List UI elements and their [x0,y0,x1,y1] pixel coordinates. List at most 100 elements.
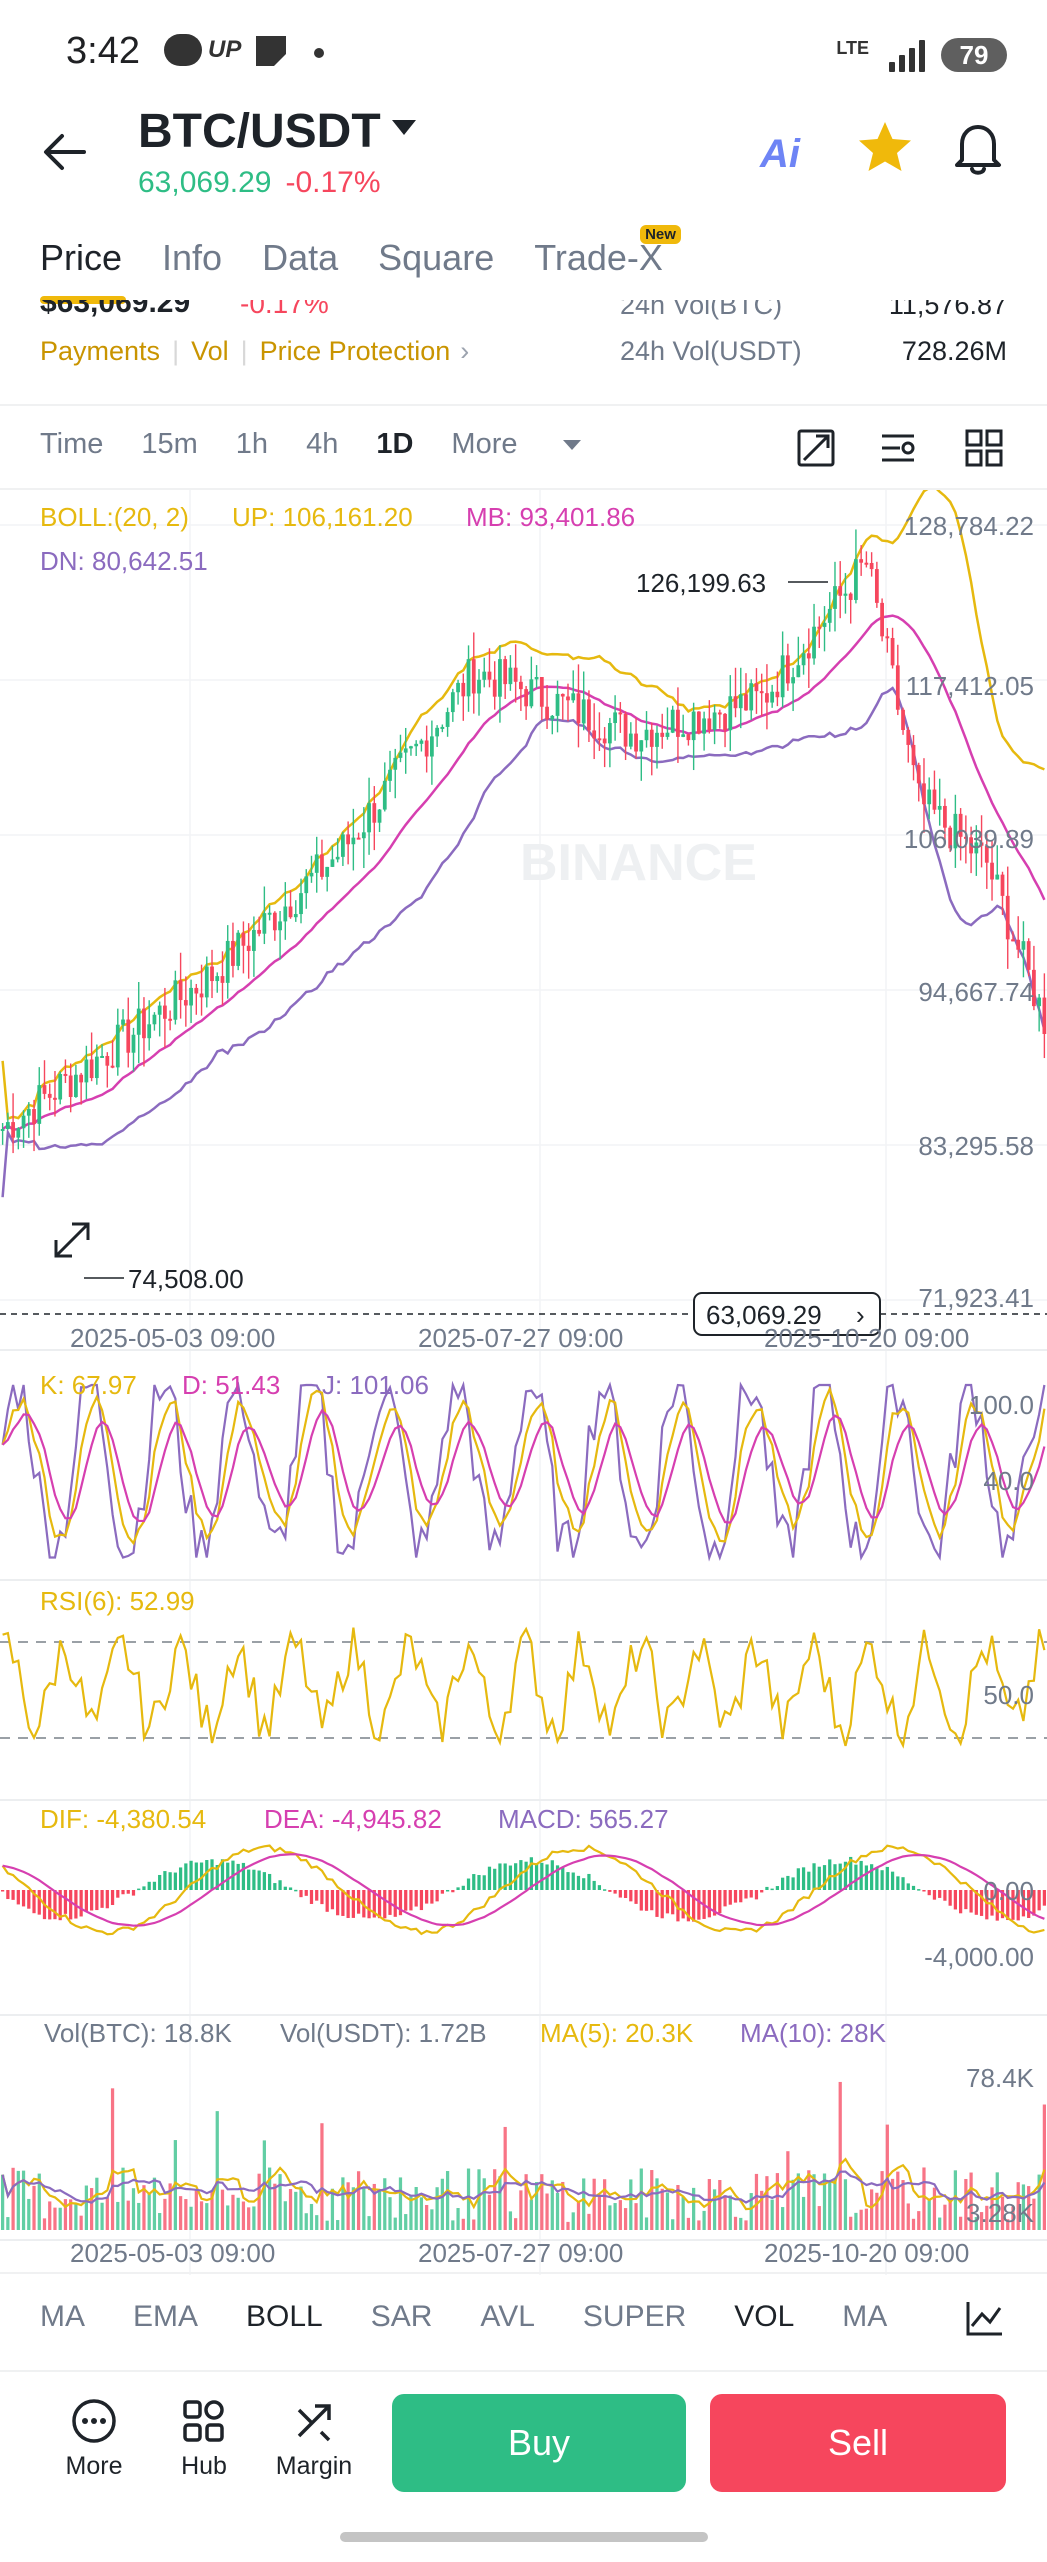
back-arrow-icon[interactable] [40,126,92,178]
sell-button[interactable]: Sell [710,2394,1006,2492]
candle [503,659,508,685]
kdj-pane [1,1380,1046,1562]
margin-button[interactable]: Margin [264,2398,364,2481]
indicator-super[interactable]: SUPER [582,2300,687,2333]
last-price-tag[interactable]: 63,069.29 › [693,1292,881,1336]
candle [356,837,361,840]
volume-bar [393,2217,397,2230]
volume-bar [990,2187,994,2230]
y-tick: 100.0 [969,1390,1034,1420]
layout-grid-icon[interactable] [964,428,1004,468]
candle [126,1019,131,1053]
macd-bar [665,1890,670,1914]
macd-bar [697,1890,701,1920]
indicator-ema[interactable]: EMA [133,2300,199,2333]
boll-mb-value: MB: 93,401.86 [466,502,635,532]
macd-bar [571,1872,575,1890]
macd-bar [351,1890,355,1918]
interval-more[interactable]: More [451,428,582,461]
indicator-ma[interactable]: MA [40,2300,85,2333]
indicator-bar: MA EMA BOLL SAR AVL SUPER VOL MA [40,2300,935,2334]
candle [288,906,293,918]
volume-bar [974,2217,978,2230]
candle [304,876,309,894]
indicator-settings-icon[interactable] [962,2296,1006,2340]
tab-data[interactable]: Data [262,237,339,278]
chart-settings-icon[interactable] [878,428,918,468]
volume-bar [362,2188,366,2230]
indicator-boll[interactable]: BOLL [246,2300,323,2333]
kdj-j: J: 101.06 [322,1370,429,1400]
volume-bar [194,2190,198,2230]
indicator-sar[interactable]: SAR [370,2300,433,2333]
macd-bar [283,1886,287,1890]
volume-bar [95,2177,99,2230]
expand-chart-icon[interactable] [44,1212,100,1268]
interval-time[interactable]: Time [40,428,104,460]
volume-bar [414,2187,418,2230]
macd-bar [634,1890,638,1904]
volume-bar [147,2193,151,2230]
macd-bar [597,1885,602,1890]
macd-bar [315,1890,319,1901]
volume-bar [440,2178,444,2230]
volume-bar [158,2213,162,2230]
tab-price[interactable]: Price [40,237,123,278]
volume-bar [320,2123,324,2230]
volume-bar [644,2217,649,2230]
indicator-vol[interactable]: VOL [734,2300,795,2333]
volume-bar [655,2178,659,2230]
volume-bar [775,2173,780,2230]
indicator-avl[interactable]: AVL [480,2300,535,2333]
interval-1d[interactable]: 1D [376,428,414,460]
volume-bar [870,2189,874,2230]
volume-bar [346,2182,350,2230]
candle [325,866,330,877]
macd-bar [901,1877,905,1890]
interval-1h[interactable]: 1h [235,428,269,460]
payments-link[interactable]: Payments [40,336,161,366]
macd-bar [770,1888,774,1891]
volume-bar [42,2218,47,2230]
macd-bar [801,1867,806,1890]
volume-bar [383,2178,387,2230]
interval-15m[interactable]: 15m [141,428,198,460]
candle [414,743,419,747]
tab-trade-x[interactable]: Trade-X New [534,225,681,279]
candle [272,912,277,931]
buy-button[interactable]: Buy [392,2394,686,2492]
macd-bar [11,1890,15,1900]
more-button[interactable]: More [44,2398,144,2481]
ai-icon[interactable]: Ai [760,132,800,176]
volume-bar [995,2172,999,2230]
volume-bar [294,2191,298,2230]
y-tick: 71,923.41 [918,1283,1034,1313]
info-links: Payments | Vol | Price Protection › [40,336,470,366]
tab-square[interactable]: Square [378,237,495,278]
tab-info[interactable]: Info [162,237,223,278]
kline-chart[interactable]: BINANCE BOLL:(20, 2) UP: 106,161.20 MB: … [0,490,1047,2275]
home-indicator[interactable] [340,2532,708,2542]
favorite-star-icon[interactable] [855,118,915,178]
macd-bar [341,1890,345,1916]
candle [838,586,843,596]
chart-fullscreen-icon[interactable] [796,428,836,468]
interval-4h[interactable]: 4h [306,428,339,460]
macd-bar [304,1890,308,1896]
bell-icon[interactable] [950,118,1006,178]
volume-bar [199,2201,204,2230]
candle [1005,895,1010,940]
volume-bar [257,2173,261,2230]
indicator-ma-sub[interactable]: MA [842,2300,888,2333]
candle [1021,941,1026,950]
vol-link[interactable]: Vol [191,336,229,366]
price-protection-link[interactable]: Price Protection [259,336,451,366]
pair-dropdown-icon[interactable] [392,120,416,135]
hub-button[interactable]: Hub [154,2398,254,2481]
y-tick: -4,000.00 [924,1942,1034,1972]
volume-bar [733,2216,738,2230]
pair-title[interactable]: BTC/USDT [138,105,381,158]
vol-ma5: MA(5): 20.3K [540,2018,694,2048]
volume-bar [864,2208,869,2230]
candle [498,659,502,697]
